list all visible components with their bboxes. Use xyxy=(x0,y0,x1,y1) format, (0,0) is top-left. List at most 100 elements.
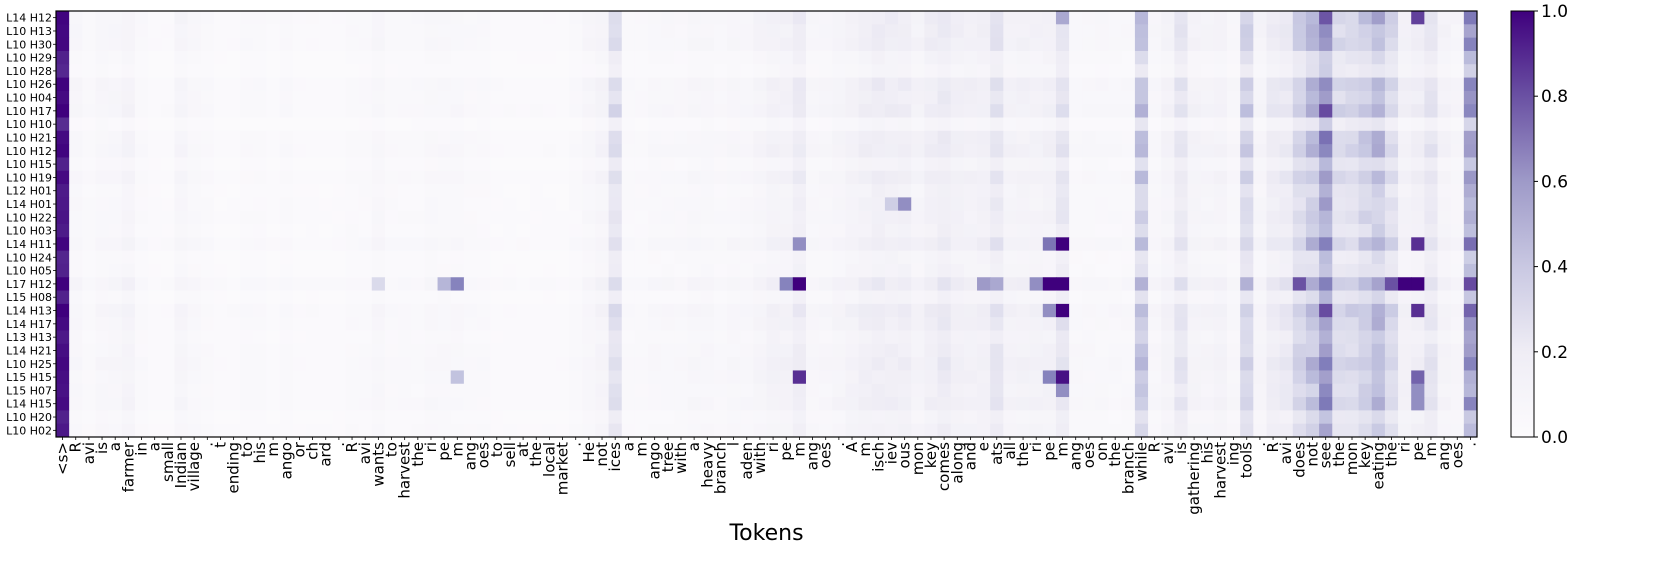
heatmap-cell xyxy=(1345,210,1359,225)
x-tick-label: pe xyxy=(1409,442,1427,461)
heatmap-cell xyxy=(411,24,425,39)
heatmap-cell xyxy=(240,144,254,158)
heatmap-cell xyxy=(1253,130,1267,145)
heatmap-cell xyxy=(569,157,583,172)
heatmap-cell xyxy=(1450,210,1465,225)
heatmap-cell xyxy=(1200,277,1215,291)
heatmap-cell xyxy=(1174,410,1188,425)
heatmap-cell xyxy=(805,357,820,371)
heatmap-cell xyxy=(727,370,741,385)
heatmap-cell xyxy=(108,330,123,345)
heatmap-cell xyxy=(1121,11,1136,25)
heatmap-cell xyxy=(279,383,294,398)
heatmap-cell xyxy=(740,397,754,411)
heatmap-cell xyxy=(1332,37,1346,52)
heatmap-cell xyxy=(450,50,465,65)
heatmap-cell xyxy=(240,317,254,331)
heatmap-cell xyxy=(227,144,241,158)
heatmap-cell xyxy=(121,263,136,278)
heatmap-cell xyxy=(95,117,110,132)
heatmap-cell xyxy=(832,237,846,252)
heatmap-cell xyxy=(398,37,412,52)
heatmap-cell xyxy=(1069,210,1083,225)
heatmap-cell xyxy=(384,90,399,105)
heatmap-cell xyxy=(792,317,807,331)
heatmap-cell xyxy=(674,237,688,252)
heatmap-cell xyxy=(529,170,544,185)
heatmap-cell xyxy=(1253,410,1267,425)
heatmap-cell xyxy=(292,50,307,65)
heatmap-cell xyxy=(1332,130,1346,145)
heatmap-cell xyxy=(713,250,728,265)
heatmap-cell xyxy=(1240,210,1254,225)
heatmap-cell xyxy=(95,410,110,425)
heatmap-cell xyxy=(898,130,912,145)
heatmap-cell xyxy=(490,290,504,305)
heatmap-cell xyxy=(1450,197,1465,212)
heatmap-cell xyxy=(358,104,373,118)
heatmap-cell xyxy=(200,130,215,145)
heatmap-cell xyxy=(595,250,610,265)
heatmap-cell xyxy=(1240,277,1254,291)
heatmap-cell xyxy=(1082,237,1096,252)
heatmap-cell xyxy=(227,224,241,238)
heatmap-cell xyxy=(463,303,478,318)
heatmap-cell xyxy=(1384,317,1399,331)
heatmap-cell xyxy=(858,170,873,185)
heatmap-cell xyxy=(108,317,123,331)
heatmap-cell xyxy=(1161,197,1175,212)
heatmap-cell xyxy=(490,224,504,238)
heatmap-cell xyxy=(463,11,478,25)
heatmap-cell xyxy=(450,197,465,212)
heatmap-cell xyxy=(1463,224,1478,238)
heatmap-cell xyxy=(608,50,623,65)
heatmap-cell xyxy=(1384,77,1399,92)
heatmap-cell xyxy=(884,263,899,278)
heatmap-cell xyxy=(621,277,636,291)
x-tick-label: while xyxy=(1132,442,1150,481)
heatmap-cell xyxy=(121,370,136,385)
heatmap-cell xyxy=(319,224,333,238)
heatmap-cell xyxy=(582,397,596,411)
heatmap-cell xyxy=(398,104,412,118)
heatmap-cell xyxy=(345,157,360,172)
heatmap-cell xyxy=(503,197,517,212)
heatmap-cell xyxy=(148,64,162,78)
heatmap-cell xyxy=(937,224,952,238)
heatmap-cell xyxy=(963,130,978,145)
heatmap-cell xyxy=(1134,64,1149,78)
heatmap-cell xyxy=(805,263,820,278)
heatmap-cell xyxy=(1029,130,1044,145)
heatmap-cell xyxy=(213,64,228,78)
heatmap-cell xyxy=(1187,423,1202,438)
heatmap-cell xyxy=(990,104,1004,118)
heatmap-cell xyxy=(621,330,636,345)
heatmap-cell xyxy=(187,64,202,78)
heatmap-cell xyxy=(1345,263,1359,278)
heatmap-cell xyxy=(1148,144,1162,158)
heatmap-cell xyxy=(661,90,675,105)
heatmap-cell xyxy=(1108,157,1123,172)
heatmap-cell xyxy=(345,117,360,132)
heatmap-cell xyxy=(924,24,938,39)
heatmap-cell xyxy=(503,290,517,305)
heatmap-cell xyxy=(1161,237,1175,252)
heatmap-cell xyxy=(1463,397,1478,411)
heatmap-cell xyxy=(845,144,859,158)
heatmap-cell xyxy=(792,290,807,305)
x-tick-label: . xyxy=(830,442,848,447)
heatmap-cell xyxy=(648,397,662,411)
heatmap-cell xyxy=(1253,343,1267,358)
heatmap-cell xyxy=(1332,24,1346,39)
heatmap-cell xyxy=(1134,197,1149,212)
heatmap-cell xyxy=(187,170,202,185)
heatmap-cell xyxy=(95,343,110,358)
heatmap-cell xyxy=(1437,330,1452,345)
heatmap-cell xyxy=(292,383,307,398)
heatmap-cell xyxy=(358,357,373,371)
heatmap-cell xyxy=(490,317,504,331)
heatmap-cell xyxy=(108,197,123,212)
heatmap-cell xyxy=(1148,184,1162,198)
heatmap-cell xyxy=(463,197,478,212)
heatmap-cell xyxy=(266,383,281,398)
